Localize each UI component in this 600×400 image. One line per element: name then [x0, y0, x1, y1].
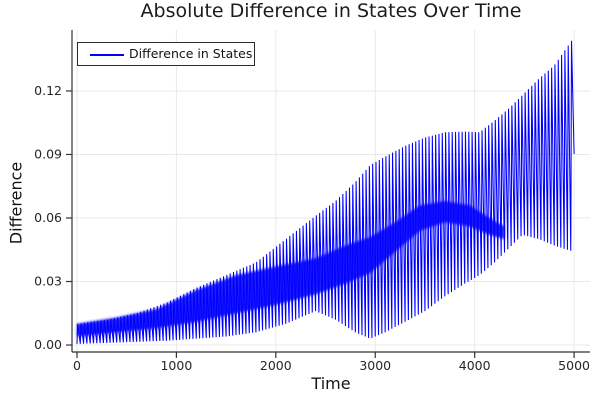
y-tick-label: 0.06 — [34, 210, 62, 225]
legend-line-sample — [90, 54, 124, 56]
x-tick-label: 5000 — [558, 358, 590, 373]
y-tick-label: 0.00 — [34, 337, 62, 352]
x-tick-label: 3000 — [359, 358, 391, 373]
x-axis-label: Time — [311, 374, 351, 393]
y-tick-label: 0.03 — [34, 274, 62, 289]
y-tick-label: 0.09 — [34, 146, 62, 161]
x-tick-label: 1000 — [160, 358, 192, 373]
x-tick-label: 0 — [73, 358, 81, 373]
x-tick-label: 4000 — [459, 358, 491, 373]
legend-label: Difference in States — [129, 46, 253, 61]
legend: Difference in States — [77, 42, 255, 66]
y-axis-label: Difference — [6, 161, 26, 245]
series-line — [76, 40, 575, 344]
y-tick-label: 0.12 — [34, 83, 62, 98]
x-tick-label: 2000 — [260, 358, 292, 373]
chart-title: Absolute Difference in States Over Time — [140, 0, 522, 22]
